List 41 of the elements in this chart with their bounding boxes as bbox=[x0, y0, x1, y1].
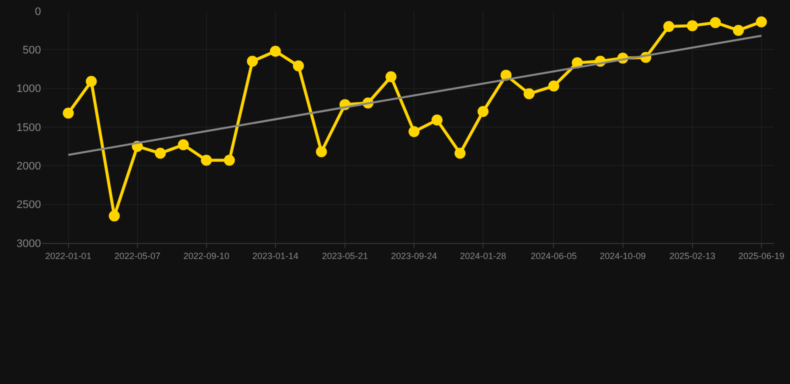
y-tick-label: 1000 bbox=[16, 83, 41, 96]
y-tick-label: 2500 bbox=[16, 199, 41, 212]
point bbox=[270, 46, 281, 57]
x-tick-label: 2024-10-09 bbox=[600, 250, 646, 261]
point bbox=[316, 146, 327, 158]
y-tick-label: 3000 bbox=[16, 238, 41, 250]
point bbox=[663, 20, 674, 32]
x-tick-label: 2024-01-28 bbox=[460, 250, 506, 261]
x-tick-label: 2025-06-19 bbox=[738, 250, 784, 261]
point bbox=[62, 108, 74, 119]
y-tick-label: 0 bbox=[34, 6, 41, 18]
point bbox=[178, 139, 189, 150]
y-tick-label: 1500 bbox=[16, 122, 41, 134]
x-tick-label: 2022-09-10 bbox=[183, 250, 230, 261]
point bbox=[292, 60, 304, 72]
x-tick-label: 2024-06-05 bbox=[530, 250, 577, 261]
point bbox=[432, 114, 443, 126]
point bbox=[454, 148, 466, 159]
point bbox=[108, 210, 120, 222]
point bbox=[386, 71, 397, 82]
point bbox=[154, 148, 166, 159]
point bbox=[200, 154, 212, 166]
x-tick-label: 2023-09-24 bbox=[391, 250, 438, 261]
y-tick-label: 500 bbox=[22, 44, 41, 57]
point bbox=[732, 24, 744, 36]
x-tick-label: 2023-05-21 bbox=[322, 250, 368, 261]
point bbox=[524, 88, 535, 100]
point bbox=[756, 16, 767, 28]
point bbox=[686, 20, 698, 32]
point bbox=[246, 56, 258, 67]
x-tick-label: 2022-01-01 bbox=[45, 250, 92, 261]
x-tick-label: 2023-01-14 bbox=[252, 250, 298, 261]
point bbox=[224, 154, 235, 166]
point bbox=[548, 80, 560, 92]
point bbox=[408, 126, 420, 138]
x-tick-label: 2022-05-07 bbox=[114, 250, 160, 261]
point bbox=[86, 76, 97, 87]
point bbox=[478, 106, 489, 118]
x-tick-label: 2025-02-13 bbox=[669, 250, 716, 261]
y-tick-label: 2000 bbox=[16, 160, 41, 173]
point bbox=[710, 17, 721, 28]
